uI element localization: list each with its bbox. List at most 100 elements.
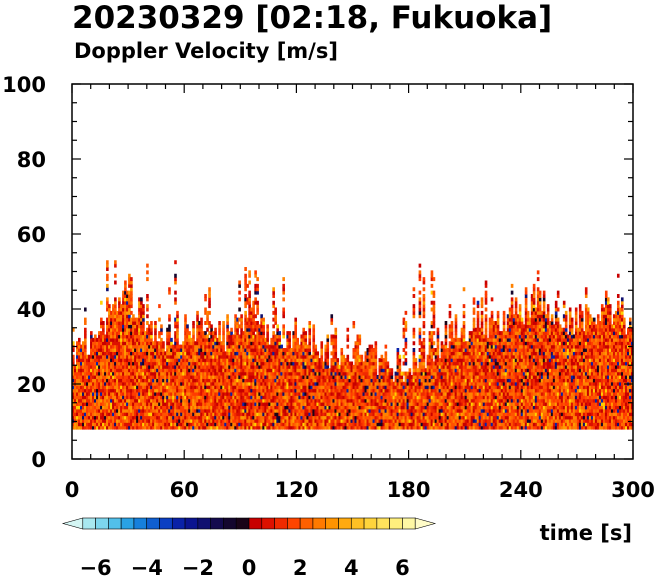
heatmap-cell <box>388 395 392 400</box>
heatmap-cell <box>122 344 125 349</box>
heatmap-cell <box>242 388 245 393</box>
heatmap-cell <box>114 408 117 413</box>
heatmap-cell <box>108 418 111 423</box>
heatmap-cell <box>310 405 314 410</box>
heatmap-cell <box>370 368 374 373</box>
heatmap-cell <box>304 351 308 356</box>
heatmap-cell <box>388 371 392 376</box>
heatmap-cell <box>106 344 109 349</box>
heatmap-cell <box>100 425 103 430</box>
heatmap-cell <box>410 398 414 403</box>
heatmap-cell <box>406 412 410 417</box>
heatmap-cell <box>352 351 356 356</box>
heatmap-cell <box>210 327 213 332</box>
heatmap-cell <box>240 422 243 427</box>
heatmap-cell <box>198 331 201 336</box>
heatmap-cell <box>246 368 249 373</box>
heatmap-cell <box>114 307 117 312</box>
heatmap-cell <box>116 327 119 332</box>
heatmap-cell <box>244 327 247 332</box>
heatmap-cell <box>352 391 356 396</box>
heatmap-cell <box>100 371 103 376</box>
heatmap-cell <box>396 415 400 420</box>
heatmap-cell <box>260 314 263 319</box>
heatmap-cell <box>136 418 139 423</box>
heatmap-cell <box>300 398 304 403</box>
heatmap-cell <box>218 341 221 346</box>
heatmap-cell <box>72 391 75 396</box>
heatmap-cell <box>372 388 376 393</box>
heatmap-cell <box>304 341 308 346</box>
heatmap-cell <box>240 358 243 363</box>
heatmap-cell <box>368 354 372 359</box>
heatmap-cell <box>248 391 251 396</box>
heatmap-cell <box>220 344 223 349</box>
heatmap-cell <box>226 368 229 373</box>
heatmap-cell <box>270 381 273 386</box>
heatmap-cell <box>380 385 384 390</box>
heatmap-cell <box>266 361 269 366</box>
heatmap-cell <box>268 361 271 366</box>
heatmap-cell <box>178 361 181 366</box>
heatmap-cell <box>232 371 235 376</box>
heatmap-cell <box>320 351 324 356</box>
heatmap-cell <box>222 415 225 420</box>
heatmap-cell <box>122 364 125 369</box>
heatmap-cell <box>334 405 338 410</box>
heatmap-cell <box>98 344 101 349</box>
heatmap-cell <box>186 327 189 332</box>
heatmap-cell <box>150 402 153 406</box>
heatmap-cell <box>148 398 151 403</box>
heatmap-cell <box>304 385 308 390</box>
heatmap-cell <box>246 317 249 322</box>
heatmap-cell <box>276 408 279 413</box>
heatmap-cell <box>124 344 127 349</box>
heatmap-cell <box>352 378 356 383</box>
heatmap-cell <box>312 402 316 406</box>
heatmap-cell <box>284 371 287 376</box>
heatmap-cell <box>288 391 291 396</box>
heatmap-cell <box>404 375 408 379</box>
heatmap-cell <box>192 391 195 396</box>
heatmap-cell <box>384 408 388 413</box>
heatmap-cell <box>276 395 279 400</box>
heatmap-cell <box>304 391 308 396</box>
heatmap-cell <box>236 378 239 383</box>
heatmap-cell <box>358 402 362 406</box>
heatmap-cell <box>130 412 133 417</box>
heatmap-cell <box>74 368 77 373</box>
heatmap-cell <box>408 398 412 403</box>
heatmap-cell <box>248 290 251 295</box>
heatmap-cell <box>250 354 253 359</box>
heatmap-cell <box>292 378 295 383</box>
heatmap-cell <box>356 341 360 346</box>
heatmap-cell <box>116 354 119 359</box>
heatmap-cell <box>396 391 400 396</box>
heatmap-cell <box>370 408 374 413</box>
heatmap-cell <box>332 348 336 352</box>
heatmap-cell <box>308 375 312 379</box>
heatmap-cell <box>290 425 293 430</box>
heatmap-cell <box>390 378 394 383</box>
heatmap-cell <box>332 412 336 417</box>
heatmap-cell <box>126 334 129 339</box>
heatmap-cell <box>376 415 380 420</box>
heatmap-cell <box>82 412 85 417</box>
heatmap-cell <box>228 358 231 363</box>
heatmap-cell <box>280 378 283 383</box>
heatmap-cell <box>160 412 163 417</box>
heatmap-cell <box>230 341 233 346</box>
heatmap-cell <box>294 331 297 336</box>
heatmap-cell <box>398 418 402 423</box>
heatmap-cell <box>354 371 358 376</box>
heatmap-cell <box>276 331 279 336</box>
heatmap-cell <box>138 395 141 400</box>
heatmap-cell <box>216 351 219 356</box>
heatmap-cell <box>262 317 265 322</box>
heatmap-cell <box>110 381 113 386</box>
heatmap-cell <box>94 378 97 383</box>
heatmap-cell <box>306 348 310 352</box>
heatmap-cell <box>102 395 105 400</box>
heatmap-cell <box>74 402 77 406</box>
heatmap-cell <box>202 415 205 420</box>
